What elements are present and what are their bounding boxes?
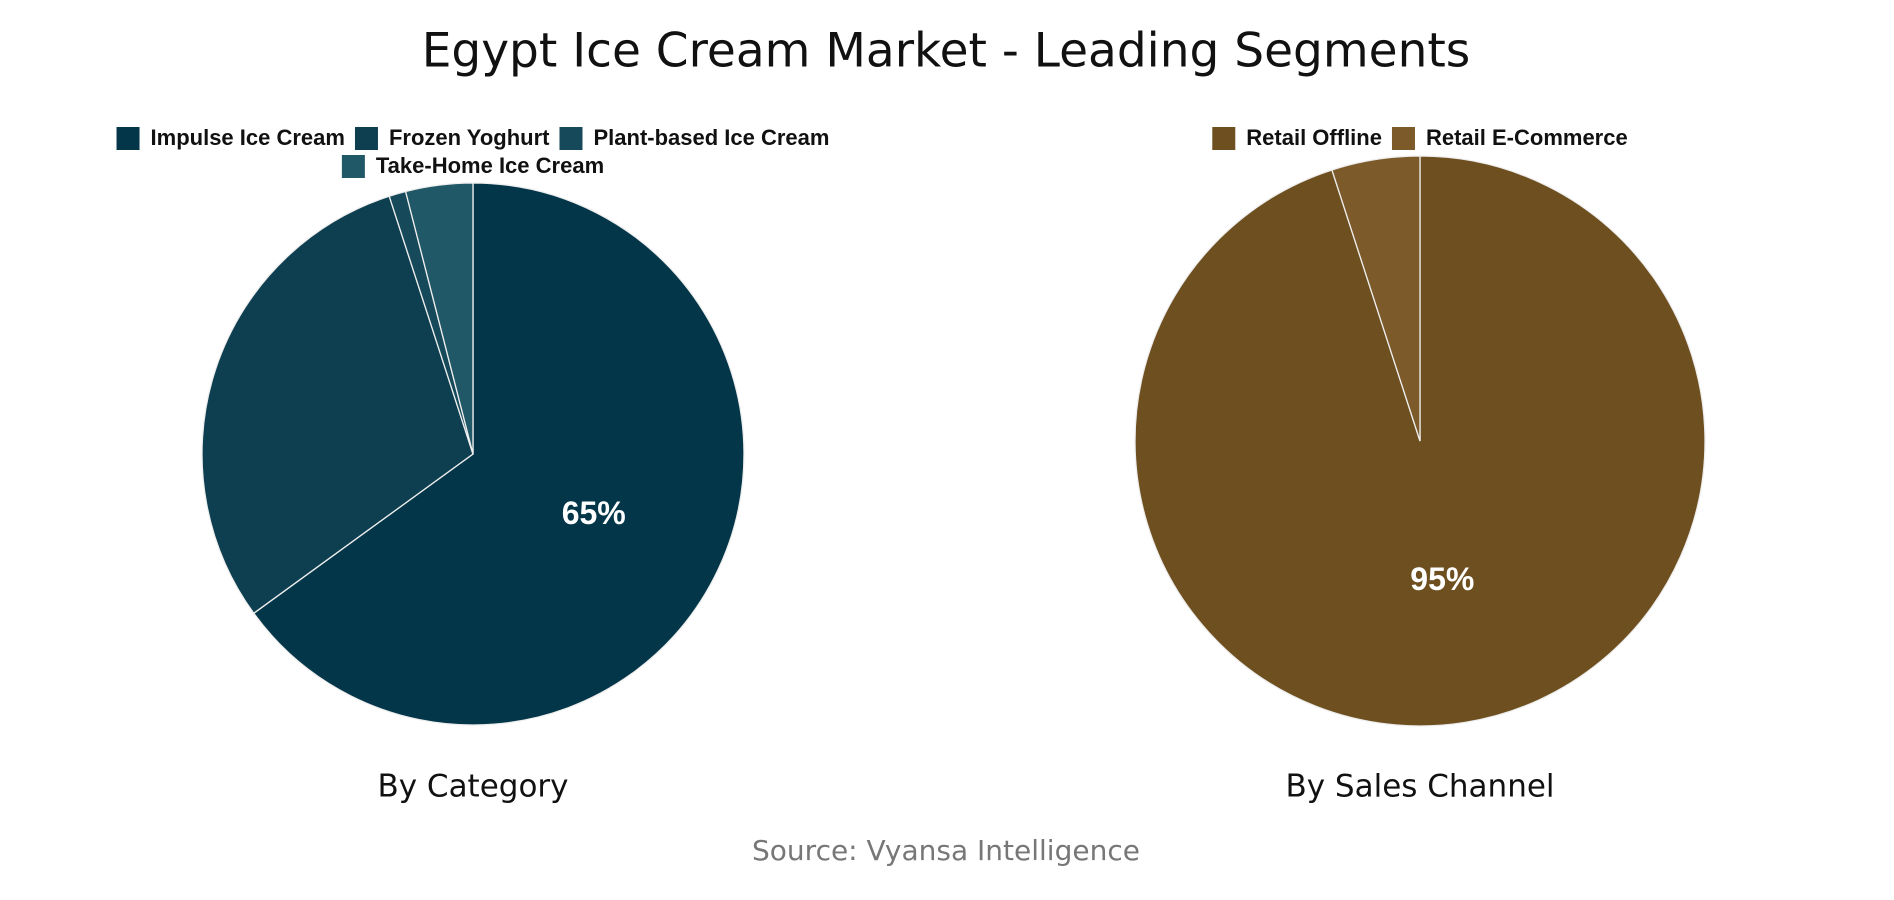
legend-swatch [1391,127,1415,150]
legend-label: Retail Offline [1246,125,1382,150]
legend-item: Impulse Ice Cream [116,125,345,150]
legend-label: Retail E-Commerce [1426,125,1628,150]
legend-item: Plant-based Ice Cream [559,125,829,150]
legend-swatch [354,127,378,150]
legend-swatch [341,155,365,178]
legend-label: Impulse Ice Cream [151,125,345,150]
source-note: Source: Vyansa Intelligence [752,834,1140,867]
chart-subtitle: By Sales Channel [1285,769,1554,805]
legend-item: Retail Offline [1212,125,1382,150]
legend-swatch [116,127,140,150]
chart-subtitle: By Category [377,769,568,805]
value-label: 65% [562,495,626,531]
pie-slice [1331,155,1421,442]
legend-label: Frozen Yoghurt [389,125,550,150]
legend-label: Take-Home Ice Cream [376,153,604,178]
pie-slice [201,195,474,615]
legend: Impulse Ice Cream Frozen Yoghurt Plant-bas… [116,125,829,178]
legend-item: Retail E-Commerce [1391,125,1628,150]
legend: Retail Offline Retail E-Commerce [1212,125,1628,150]
page-title: Egypt Ice Cream Market - Leading Segment… [422,24,1471,79]
legend-item: Frozen Yoghurt [354,125,550,150]
pie-slice [404,182,474,455]
pie-slice [252,182,745,726]
legend-swatch [1212,127,1236,150]
legend-label: Plant-based Ice Cream [593,125,829,150]
legend-swatch [559,127,583,150]
value-label: 95% [1410,561,1474,597]
legend-item: Take-Home Ice Cream [341,153,604,178]
